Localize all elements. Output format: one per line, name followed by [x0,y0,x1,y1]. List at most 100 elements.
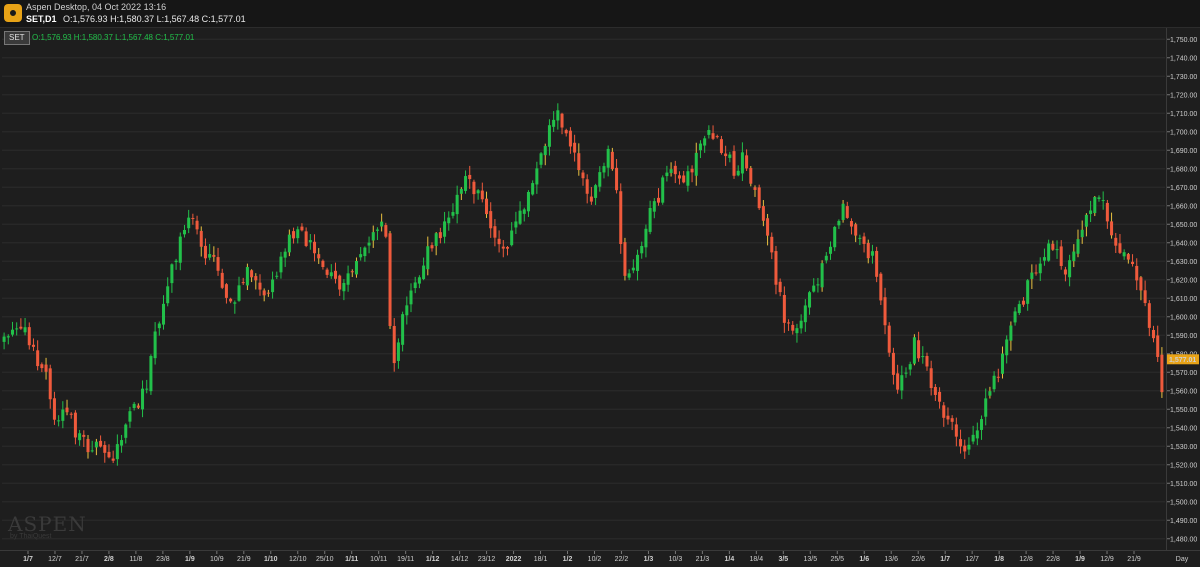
candle-body [975,430,979,439]
candle-body [367,242,371,246]
candle-body [971,434,975,442]
candle-body [1051,243,1055,250]
time-axis[interactable] [0,550,1200,567]
candle-body [644,228,648,248]
candle-body [1114,237,1118,246]
candle-body [686,171,690,186]
x-tick-label: 21/7 [75,556,89,563]
candle-body [887,325,891,353]
candle-body [195,220,199,230]
candle-body [317,254,321,259]
candle-body [677,175,681,179]
x-tick-label: 1/6 [859,556,869,563]
symbol-label: SET,D1 [26,14,57,24]
candle-body [556,110,560,121]
y-tick-label: 1,500.00 [1170,499,1197,506]
candle-body [858,237,862,239]
candle-body [69,413,73,415]
candle-body [1017,304,1021,313]
candle-body [640,245,644,254]
x-tick-label: 1/2 [563,556,573,563]
candle-body [795,328,799,334]
candle-body [493,226,497,238]
candle-body [287,234,291,253]
candle-body [879,273,883,301]
candle-body [845,206,849,218]
x-tick-label: 10/9 [210,556,224,563]
candle-body [111,458,115,461]
candle-body [539,153,543,165]
candle-body [891,352,895,375]
candle-body [1160,354,1164,393]
x-tick-label: 25/5 [830,556,844,563]
candle-body [375,229,379,231]
candle-body [1093,197,1097,214]
candle-body [489,211,493,229]
legend-symbol-tag[interactable]: SET [4,31,30,45]
candle-body [10,329,14,335]
candle-body [413,282,417,289]
y-tick-label: 1,550.00 [1170,407,1197,414]
candle-body [73,412,77,438]
candle-body [745,155,749,169]
x-tick-label: 18/4 [750,556,764,563]
candle-body [1063,269,1067,275]
candle-body [409,290,413,305]
candle-body [497,238,501,245]
candle-body [627,273,631,278]
y-tick-label: 1,710.00 [1170,111,1197,118]
candle-body [1131,261,1135,265]
chart-area[interactable] [0,28,1166,550]
y-tick-label: 1,670.00 [1170,185,1197,192]
candle-body [602,166,606,173]
candle-body [354,260,358,275]
x-tick-label: 1/4 [724,556,734,563]
title-bar: Aspen Desktop, 04 Oct 2022 13:16 SET,D1 … [0,0,1200,28]
candle-body [698,143,702,151]
y-tick-label: 1,600.00 [1170,314,1197,321]
candle-body [854,224,858,236]
candle-body [631,267,635,271]
candle-body [606,148,610,168]
x-tick-label: 2022 [506,556,522,563]
candle-body [380,221,384,227]
candle-body [1097,197,1101,199]
candle-body [908,364,912,370]
candle-body [992,375,996,390]
y-tick-label: 1,660.00 [1170,203,1197,210]
candle-body [283,251,287,258]
candle-body [619,191,623,245]
candle-body [313,241,317,254]
candle-body [103,445,107,453]
candle-body [912,337,916,364]
candle-body [392,325,396,364]
candle-body [812,285,816,292]
candle-body [1076,239,1080,254]
watermark-main: ASPEN [8,512,87,536]
candle-body [128,411,132,422]
candle-body [841,203,845,220]
y-tick-label: 1,510.00 [1170,481,1197,488]
candle-body [208,254,212,258]
watermark-sub: by ThaiQuest [10,533,52,540]
candle-body [946,415,950,420]
candle-body [1101,200,1105,202]
candle-body [99,440,103,447]
x-tick-label: 10/11 [370,556,387,563]
candle-body [266,292,270,294]
grid-lines [2,38,1165,540]
candle-body [250,270,254,278]
y-tick-label: 1,560.00 [1170,388,1197,395]
x-tick-label: 10/3 [669,556,683,563]
x-tick-label: 12/8 [1019,556,1033,563]
x-tick-label: 21/9 [237,556,251,563]
candle-body [648,207,652,232]
candle-body [849,221,853,227]
candle-body [124,424,128,438]
price-axis[interactable] [1166,28,1200,550]
candle-body [673,165,677,175]
candle-body [615,167,619,191]
candle-body [401,314,405,345]
candle-body [120,440,124,446]
